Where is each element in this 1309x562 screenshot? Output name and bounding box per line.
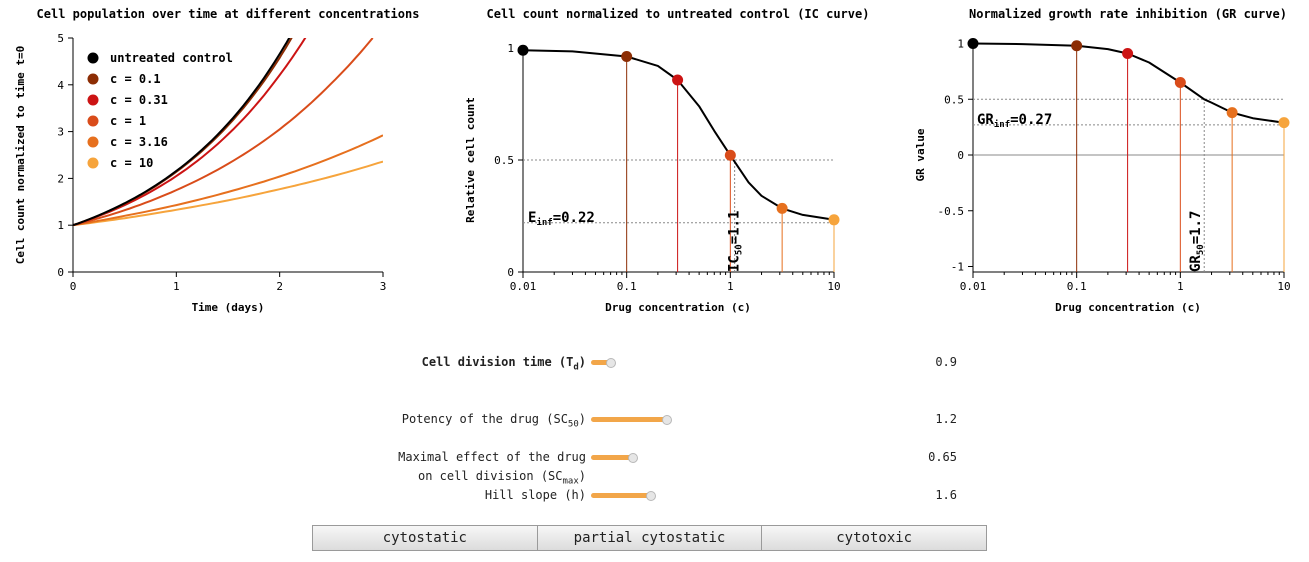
legend-label: c = 1 (110, 114, 146, 128)
control-label-line1: Maximal effect of the drug (398, 450, 586, 464)
slider-track (591, 360, 610, 365)
legend-marker (87, 136, 99, 148)
control-label-td: Cell division time (Td) (421, 355, 586, 373)
slider-thumb[interactable] (646, 491, 656, 501)
population-chart: Cell population over time at different c… (14, 7, 419, 314)
population-x-tick-label: 3 (380, 280, 387, 293)
population-y-tick-label: 4 (57, 79, 64, 92)
gr-x-tick-label: 0.01 (960, 280, 987, 293)
gr-chart-ylabel: GR value (914, 128, 927, 181)
population-y-tick-label: 2 (57, 172, 64, 185)
slider-td[interactable] (591, 353, 716, 372)
legend-label: c = 10 (110, 156, 153, 170)
slider-thumb[interactable] (606, 358, 616, 368)
ic-chart-title: Cell count normalized to untreated contr… (487, 7, 870, 21)
ic-x-tick-label: 0.1 (617, 280, 637, 293)
gr-chart: Normalized growth rate inhibition (GR cu… (914, 7, 1291, 314)
cytostatic-button[interactable]: cytostatic (312, 525, 538, 551)
ic-ic50-annotation: IC50=1.1 (727, 211, 745, 272)
ic-point (828, 214, 840, 226)
gr-y-tick-label: 1 (957, 38, 964, 51)
gr-y-tick-label: 0.5 (944, 93, 964, 106)
control-label-scmax: on cell division (SCmax) (418, 469, 586, 487)
gr-chart-xlabel: Drug concentration (c) (1055, 301, 1201, 314)
population-x-tick-label: 2 (276, 280, 283, 293)
gr-point (1174, 77, 1186, 89)
slider-hill[interactable] (591, 486, 716, 505)
legend-marker (87, 94, 99, 106)
population-chart-ylabel: Cell count normalized to time t=0 (14, 46, 27, 265)
legend-marker (87, 115, 99, 127)
gr-point (1226, 107, 1238, 119)
gr-gr50-annotation: GR50=1.7 (1188, 211, 1206, 272)
slider-track (591, 417, 666, 422)
legend-marker (87, 52, 99, 64)
ic-point (517, 44, 529, 56)
control-label-hill: Hill slope (h) (484, 488, 586, 502)
population-y-tick-label: 1 (57, 219, 64, 232)
population-series-line (73, 160, 383, 227)
gr-grinf-annotation: GRinf=0.27 (977, 112, 1052, 130)
legend-label: c = 3.16 (110, 135, 168, 149)
gr-y-tick-label: -0.5 (938, 205, 965, 218)
control-value-td: 0.9 (935, 355, 957, 369)
population-series-line (73, 38, 374, 227)
cytotoxic-button[interactable]: cytotoxic (761, 525, 988, 551)
control-value-sc50: 1.2 (935, 412, 957, 426)
gr-x-tick-label: 0.1 (1067, 280, 1087, 293)
population-x-tick-label: 1 (173, 280, 180, 293)
control-label-sc50: Potency of the drug (SC50) (401, 412, 586, 430)
population-y-tick-label: 3 (57, 126, 64, 139)
ic-x-tick-label: 0.01 (510, 280, 537, 293)
population-chart-title: Cell population over time at different c… (37, 7, 420, 21)
slider-thumb[interactable] (628, 453, 638, 463)
control-value-hill: 1.6 (935, 488, 957, 502)
gr-point (1071, 40, 1083, 52)
legend-label: c = 0.1 (110, 72, 161, 86)
ic-x-tick-label: 10 (827, 280, 840, 293)
population-x-tick-label: 0 (70, 280, 77, 293)
gr-y-tick-label: 0 (957, 149, 964, 162)
population-legend: untreated control c = 0.1 c = 0.31 c = 1 c =… (87, 51, 233, 170)
legend-marker (87, 157, 99, 169)
ic-x-tick-label: 1 (727, 280, 734, 293)
ic-y-tick-label: 0 (507, 266, 514, 279)
ic-chart: Cell count normalized to untreated contr… (464, 7, 869, 314)
ic-point (672, 74, 684, 86)
slider-scmax[interactable] (591, 448, 716, 467)
gr-y-tick-label: -1 (951, 261, 964, 274)
population-series-line (73, 134, 383, 227)
partial-cytostatic-button[interactable]: partial cytostatic (536, 525, 763, 551)
slider-sc50[interactable] (591, 410, 716, 429)
ic-point (621, 51, 633, 63)
mode-buttons: cytostatic partial cytostatic cytotoxic (312, 525, 988, 551)
ic-chart-xlabel: Drug concentration (c) (605, 301, 751, 314)
gr-point (1278, 117, 1290, 129)
slider-track (591, 455, 632, 460)
ic-einf-annotation: Einf=0.22 (528, 210, 595, 228)
gr-chart-title: Normalized growth rate inhibition (GR cu… (969, 7, 1287, 21)
population-y-tick-label: 0 (57, 266, 64, 279)
population-y-tick-label: 5 (57, 32, 64, 45)
charts-area: Cell population over time at different c… (14, 7, 1291, 314)
gr-point (967, 38, 979, 49)
gr-x-tick-label: 10 (1277, 280, 1290, 293)
ic-point (776, 202, 788, 214)
control-value-scmax: 0.65 (928, 450, 957, 464)
gr-point (1122, 48, 1134, 60)
legend-label: c = 0.31 (110, 93, 168, 107)
slider-thumb[interactable] (662, 415, 672, 425)
slider-track (591, 493, 650, 498)
ic-chart-ylabel: Relative cell count (464, 97, 477, 223)
ic-y-tick-label: 0.5 (494, 154, 514, 167)
ic-point (724, 149, 736, 161)
legend-label: untreated control (110, 51, 233, 65)
population-series-line (73, 38, 291, 227)
legend-marker (87, 73, 99, 85)
ic-y-tick-label: 1 (507, 42, 514, 55)
gr-x-tick-label: 1 (1177, 280, 1184, 293)
population-chart-xlabel: Time (days) (192, 301, 265, 314)
